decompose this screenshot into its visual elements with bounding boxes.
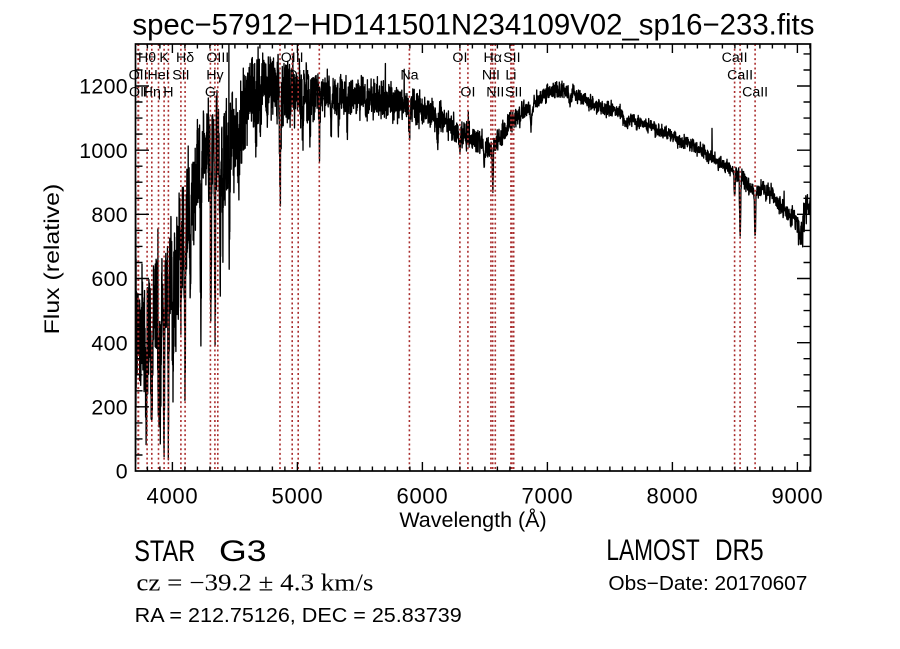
- svg-text:LAMOST: LAMOST: [606, 534, 699, 567]
- svg-text:OIII: OIII: [287, 67, 310, 83]
- svg-text:800: 800: [91, 203, 128, 227]
- svg-text:CaII: CaII: [742, 85, 768, 101]
- svg-text:OIII: OIII: [206, 50, 229, 66]
- svg-text:HeI: HeI: [147, 67, 169, 83]
- svg-text:7000: 7000: [522, 484, 574, 509]
- svg-text:5000: 5000: [272, 484, 324, 509]
- svg-text:600: 600: [91, 267, 128, 291]
- svg-text:Hβ: Hβ: [271, 85, 289, 101]
- svg-text:OIII: OIII: [281, 50, 304, 66]
- svg-text:cz = −39.2 ± 4.3 km/s: cz = −39.2 ± 4.3 km/s: [136, 571, 373, 597]
- svg-text:SII: SII: [172, 67, 189, 83]
- svg-text:Wavelength (Å): Wavelength (Å): [399, 508, 546, 532]
- svg-text:spec−57912−HD141501N234109V02_: spec−57912−HD141501N234109V02_sp16−233.f…: [132, 9, 814, 42]
- svg-text:CaII: CaII: [722, 50, 748, 66]
- svg-text:Obs−Date: 20170607: Obs−Date: 20170607: [608, 573, 807, 595]
- svg-text:6000: 6000: [397, 484, 449, 509]
- svg-text:Hγ: Hγ: [206, 67, 224, 83]
- svg-text:K: K: [159, 50, 169, 66]
- svg-text:H: H: [163, 85, 173, 101]
- svg-text:Mg: Mg: [309, 85, 329, 101]
- svg-text:Hη: Hη: [143, 85, 161, 101]
- svg-text:Na: Na: [400, 67, 418, 83]
- svg-text:4000: 4000: [147, 484, 199, 509]
- svg-text:CaII: CaII: [727, 67, 753, 83]
- svg-text:Li: Li: [505, 67, 516, 83]
- svg-text:200: 200: [91, 395, 128, 419]
- svg-text:STAR: STAR: [134, 535, 195, 568]
- svg-text:Hθ: Hθ: [138, 50, 156, 66]
- svg-text:DR5: DR5: [715, 534, 764, 567]
- svg-text:G3: G3: [219, 535, 267, 568]
- svg-text:400: 400: [91, 331, 128, 355]
- svg-text:OI: OI: [452, 50, 467, 66]
- svg-text:NII: NII: [482, 67, 500, 83]
- svg-text:SII: SII: [505, 85, 522, 101]
- svg-text:9000: 9000: [772, 484, 824, 509]
- svg-text:8000: 8000: [647, 484, 699, 509]
- svg-text:OII: OII: [129, 85, 148, 101]
- svg-text:OI: OI: [460, 85, 475, 101]
- svg-text:Flux (relative): Flux (relative): [40, 184, 64, 335]
- svg-text:RA = 212.75126, DEC = 25.8373: RA = 212.75126, DEC = 25.83739: [135, 605, 462, 627]
- svg-text:Hα: Hα: [483, 50, 501, 66]
- svg-text:SII: SII: [503, 50, 520, 66]
- svg-text:NII: NII: [486, 85, 504, 101]
- svg-text:OII: OII: [129, 67, 148, 83]
- svg-text:G: G: [205, 85, 216, 101]
- svg-text:1000: 1000: [79, 139, 128, 163]
- svg-text:0: 0: [116, 460, 128, 484]
- svg-text:Hδ: Hδ: [176, 50, 194, 66]
- svg-text:1200: 1200: [79, 75, 128, 99]
